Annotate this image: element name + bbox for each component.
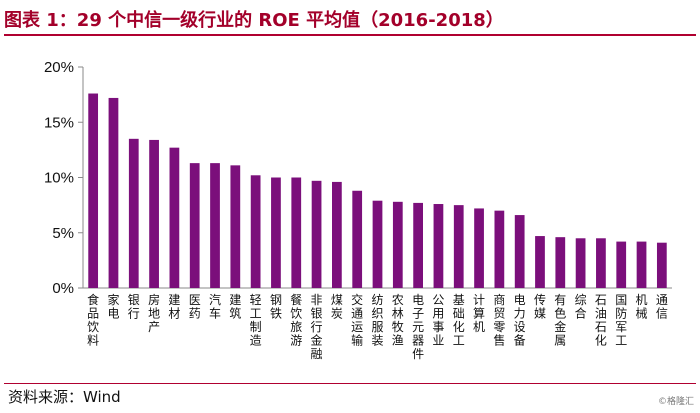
x-category-label: 纺织服装 <box>371 293 383 348</box>
x-category-label: 餐饮旅游 <box>290 292 302 348</box>
bar <box>413 202 423 288</box>
bar <box>108 97 119 288</box>
x-category-label: 银行 <box>128 293 140 321</box>
x-category-label: 交通运输 <box>351 292 363 348</box>
x-category-label: 有色金属 <box>554 293 566 348</box>
x-category-label: 商贸零售 <box>493 292 505 348</box>
bar <box>474 208 484 288</box>
watermark: ©格隆汇 <box>657 397 694 407</box>
chart-title: 图表 1：29 个中信一级行业的 ROE 平均值（2016-2018） <box>4 10 504 31</box>
bar <box>616 241 627 288</box>
bar <box>575 238 586 288</box>
y-tick-label: 15% <box>44 114 74 131</box>
y-tick-label: 10% <box>44 170 74 187</box>
x-category-label: 国防军工 <box>615 293 627 348</box>
x-axis-labels: 食品饮料家电银行房地产建材医药汽车建筑轻工制造钢铁餐饮旅游非银行金融煤炭交通运输… <box>87 292 668 361</box>
y-tick-label: 5% <box>52 225 74 242</box>
x-category-label: 通信 <box>656 293 668 321</box>
x-category-label: 传媒 <box>534 292 546 321</box>
bar <box>392 201 403 288</box>
bar <box>88 93 99 288</box>
bar <box>514 215 525 288</box>
y-tick-label: 0% <box>52 280 74 297</box>
x-category-label: 汽车 <box>209 292 221 321</box>
y-axis-ticks: 0% 5% 10% 15% 20% <box>44 59 83 297</box>
bar <box>636 241 647 288</box>
y-tick-label: 20% <box>44 59 74 76</box>
x-category-label: 钢铁 <box>270 293 282 321</box>
x-category-label: 基础化工 <box>453 293 465 348</box>
bar <box>596 238 606 288</box>
bar <box>453 205 464 289</box>
x-category-label: 家电 <box>107 292 119 321</box>
x-category-label: 计算机 <box>473 293 485 334</box>
x-category-label: 食品饮料 <box>87 292 99 348</box>
bar-chart: 0% 5% 10% 15% 20% 食品饮料家电银行房地产建材医药汽车建筑轻工制造钢铁餐… <box>44 59 672 361</box>
bar <box>189 163 200 288</box>
bar <box>372 200 383 288</box>
source-note: 资料来源：Wind <box>8 388 121 406</box>
bar <box>494 210 505 288</box>
chart-bars <box>88 93 667 289</box>
x-category-label: 煤炭 <box>331 293 343 321</box>
bar <box>271 177 281 288</box>
bar <box>250 175 261 288</box>
bar <box>149 139 159 288</box>
bar <box>291 177 302 288</box>
x-category-label: 农林牧渔 <box>392 293 404 348</box>
bar <box>332 181 342 288</box>
bar <box>169 147 180 288</box>
x-category-label: 非银行金融 <box>311 293 323 361</box>
x-category-label: 房地产 <box>148 292 160 334</box>
x-category-label: 建筑 <box>229 293 241 321</box>
x-category-label: 综合 <box>575 293 587 321</box>
bar <box>128 138 139 288</box>
bar <box>352 190 363 288</box>
footer-divider <box>4 383 696 384</box>
bar <box>311 180 322 288</box>
x-category-label: 医药 <box>189 293 201 321</box>
x-category-label: 电力设备 <box>514 293 526 348</box>
bar <box>210 163 220 288</box>
x-category-label: 机械 <box>636 293 648 321</box>
x-category-label: 轻工制造 <box>250 293 262 348</box>
bar <box>433 204 444 288</box>
x-category-label: 公用事业 <box>432 293 444 348</box>
bar <box>535 236 545 288</box>
x-category-label: 石油石化 <box>595 293 607 348</box>
x-category-label: 建材 <box>168 293 180 321</box>
title-divider <box>4 34 696 36</box>
x-category-label: 电子元器件 <box>412 293 424 361</box>
bar <box>555 237 566 288</box>
bar <box>230 165 241 288</box>
bar <box>656 242 667 288</box>
